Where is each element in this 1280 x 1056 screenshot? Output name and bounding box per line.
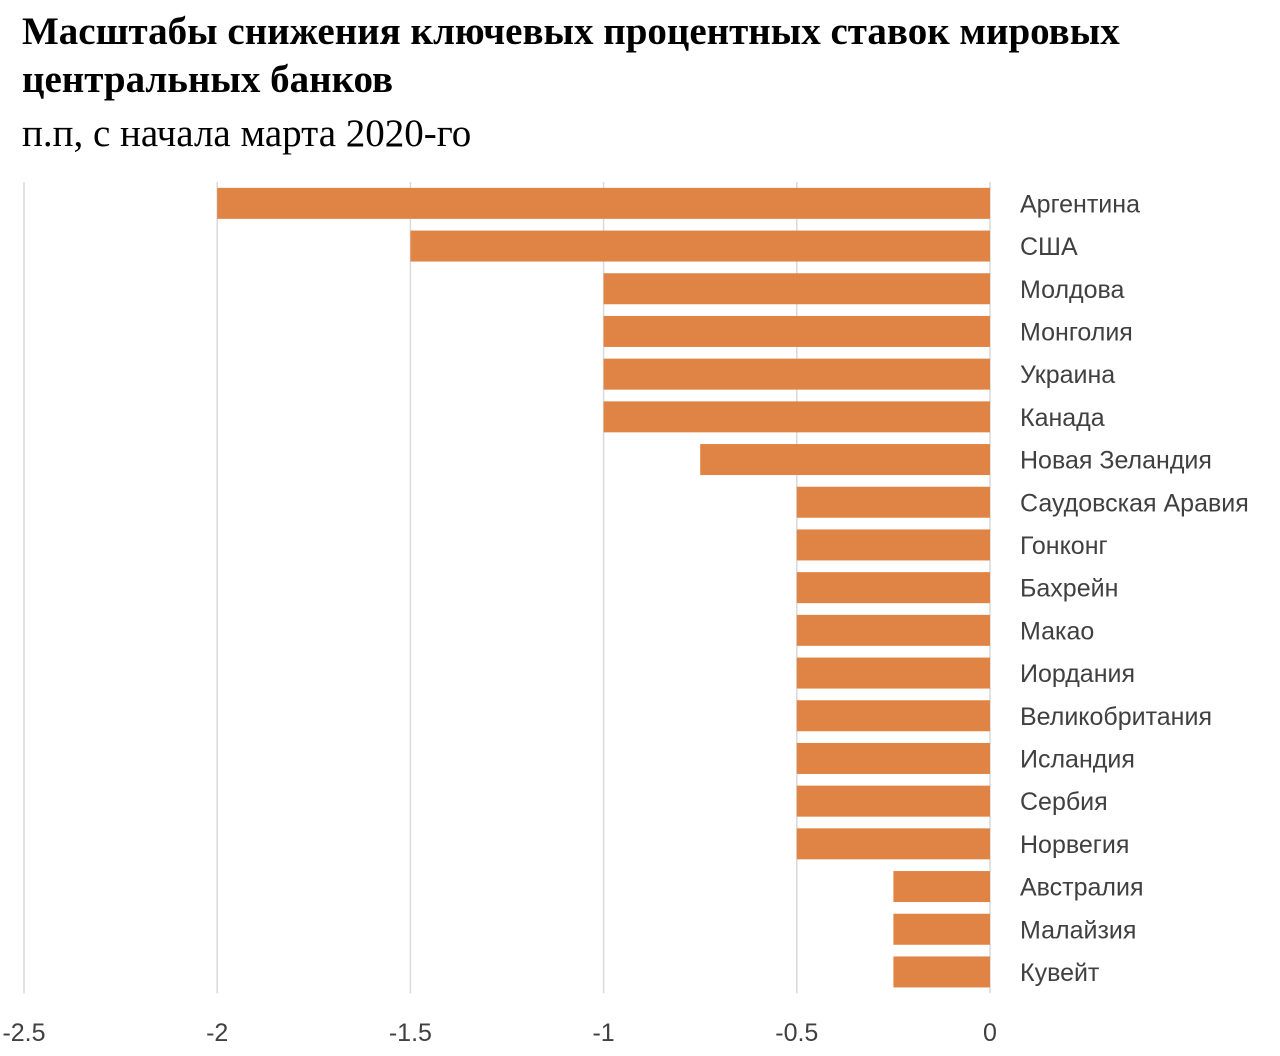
category-label: Австралия: [1020, 874, 1144, 902]
bars: [217, 187, 990, 988]
x-tick-label: -1: [592, 1019, 614, 1047]
bar: [796, 572, 990, 604]
bar: [700, 444, 990, 476]
category-label: Новая Зеландия: [1020, 447, 1212, 475]
category-label: Иордания: [1020, 660, 1135, 688]
category-label: Сербия: [1020, 788, 1108, 816]
bar: [796, 785, 990, 817]
chart-title: Масштабы снижения ключевых процентных ст…: [22, 10, 1120, 101]
bar: [893, 956, 990, 988]
category-label: Канада: [1020, 404, 1105, 432]
category-label: Норвегия: [1020, 831, 1129, 859]
category-labels: Аргентина США Молдова Монголия Украина Канада…: [1020, 190, 1249, 987]
x-tick-label: -2.5: [2, 1019, 45, 1047]
bar: [893, 913, 990, 945]
x-tick-label: -0.5: [775, 1019, 818, 1047]
category-label: Великобритания: [1020, 703, 1212, 731]
bar: [410, 230, 990, 262]
category-label: Украина: [1020, 361, 1115, 389]
bar: [603, 401, 990, 433]
category-label: Малайзия: [1020, 916, 1136, 944]
category-label: Бахрейн: [1020, 575, 1118, 603]
bar: [796, 486, 990, 518]
bar: [796, 742, 990, 774]
bar: [603, 358, 990, 390]
category-label: Монголия: [1020, 318, 1133, 346]
category-label: Аргентина: [1020, 190, 1140, 218]
bar: [893, 871, 990, 903]
x-tick-label: 0: [983, 1019, 997, 1047]
x-axis-ticks: -2.5 -2 -1.5 -1 -0.5 0: [2, 1019, 997, 1047]
category-label: Макао: [1020, 617, 1094, 645]
x-tick-label: -2: [206, 1019, 228, 1047]
category-label: Гонконг: [1020, 532, 1108, 560]
bar: [796, 529, 990, 561]
bar: [796, 828, 990, 860]
x-tick-label: -1.5: [389, 1019, 432, 1047]
bar: [603, 273, 990, 305]
category-label: США: [1020, 233, 1078, 261]
bar: [796, 657, 990, 689]
bar: [796, 614, 990, 646]
bar: [796, 700, 990, 732]
category-label: Саудовская Аравия: [1020, 489, 1249, 517]
category-label: Молдова: [1020, 276, 1125, 304]
chart-subtitle: п.п, с начала марта 2020-го: [22, 112, 472, 155]
category-label: Кувейт: [1020, 959, 1100, 987]
bar: [217, 187, 990, 219]
category-label: Исландия: [1020, 745, 1135, 773]
bar: [603, 315, 990, 347]
